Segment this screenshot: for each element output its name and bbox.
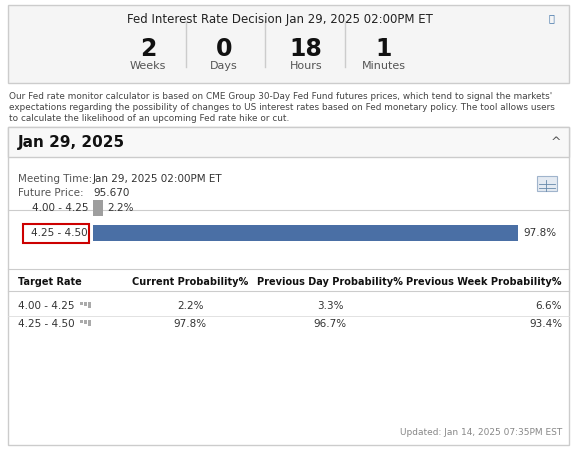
Bar <box>88 320 91 326</box>
Text: 95.670: 95.670 <box>93 188 129 198</box>
Text: Updated: Jan 14, 2025 07:35PM EST: Updated: Jan 14, 2025 07:35PM EST <box>400 428 562 437</box>
Text: Previous Day Probability%: Previous Day Probability% <box>257 277 403 287</box>
Text: Jan 29, 2025: Jan 29, 2025 <box>18 135 125 150</box>
Text: Target Rate: Target Rate <box>18 277 82 287</box>
Bar <box>93 200 103 216</box>
Bar <box>93 225 518 241</box>
Text: Future Price:: Future Price: <box>18 188 84 198</box>
Text: to calculate the likelihood of an upcoming Fed rate hike or cut.: to calculate the likelihood of an upcomi… <box>9 114 289 123</box>
Text: 4.00 - 4.25: 4.00 - 4.25 <box>32 203 88 213</box>
Bar <box>88 302 91 308</box>
Text: 1: 1 <box>376 37 392 61</box>
Bar <box>84 320 87 324</box>
Text: Days: Days <box>210 61 238 71</box>
Text: Hours: Hours <box>290 61 323 71</box>
Text: Previous Week Probability%: Previous Week Probability% <box>407 277 562 287</box>
Bar <box>80 320 83 323</box>
Text: 97.8%: 97.8% <box>174 319 207 329</box>
Text: Minutes: Minutes <box>362 61 406 71</box>
Text: 97.8%: 97.8% <box>523 228 557 238</box>
Text: 0: 0 <box>216 37 233 61</box>
Text: Weeks: Weeks <box>130 61 166 71</box>
Text: 96.7%: 96.7% <box>313 319 347 329</box>
Text: expectations regarding the possibility of changes to US interest rates based on : expectations regarding the possibility o… <box>9 103 555 112</box>
Bar <box>8 127 569 445</box>
Text: ^: ^ <box>551 136 561 149</box>
Bar <box>537 176 557 191</box>
Bar <box>8 127 569 157</box>
Text: 18: 18 <box>290 37 323 61</box>
Text: 6.6%: 6.6% <box>535 301 562 311</box>
Text: 2.2%: 2.2% <box>107 203 134 213</box>
Text: 4.25 - 4.50: 4.25 - 4.50 <box>18 319 74 329</box>
Text: 4.25 - 4.50: 4.25 - 4.50 <box>31 228 88 238</box>
Bar <box>84 302 87 306</box>
Bar <box>23 224 89 243</box>
Text: Current Probability%: Current Probability% <box>132 277 248 287</box>
Bar <box>80 302 83 305</box>
Bar <box>8 5 569 83</box>
Text: 2: 2 <box>140 37 156 61</box>
Text: 4.00 - 4.25: 4.00 - 4.25 <box>18 301 74 311</box>
Text: 2.2%: 2.2% <box>177 301 203 311</box>
Text: Meeting Time:: Meeting Time: <box>18 174 92 184</box>
Text: 🔔: 🔔 <box>549 13 555 23</box>
Text: 93.4%: 93.4% <box>529 319 562 329</box>
Text: Jan 29, 2025 02:00PM ET: Jan 29, 2025 02:00PM ET <box>93 174 223 184</box>
Text: 3.3%: 3.3% <box>317 301 343 311</box>
Text: Our Fed rate monitor calculator is based on CME Group 30-Day Fed Fund futures pr: Our Fed rate monitor calculator is based… <box>9 92 552 101</box>
Text: Fed Interest Rate Decision Jan 29, 2025 02:00PM ET: Fed Interest Rate Decision Jan 29, 2025 … <box>127 13 433 26</box>
